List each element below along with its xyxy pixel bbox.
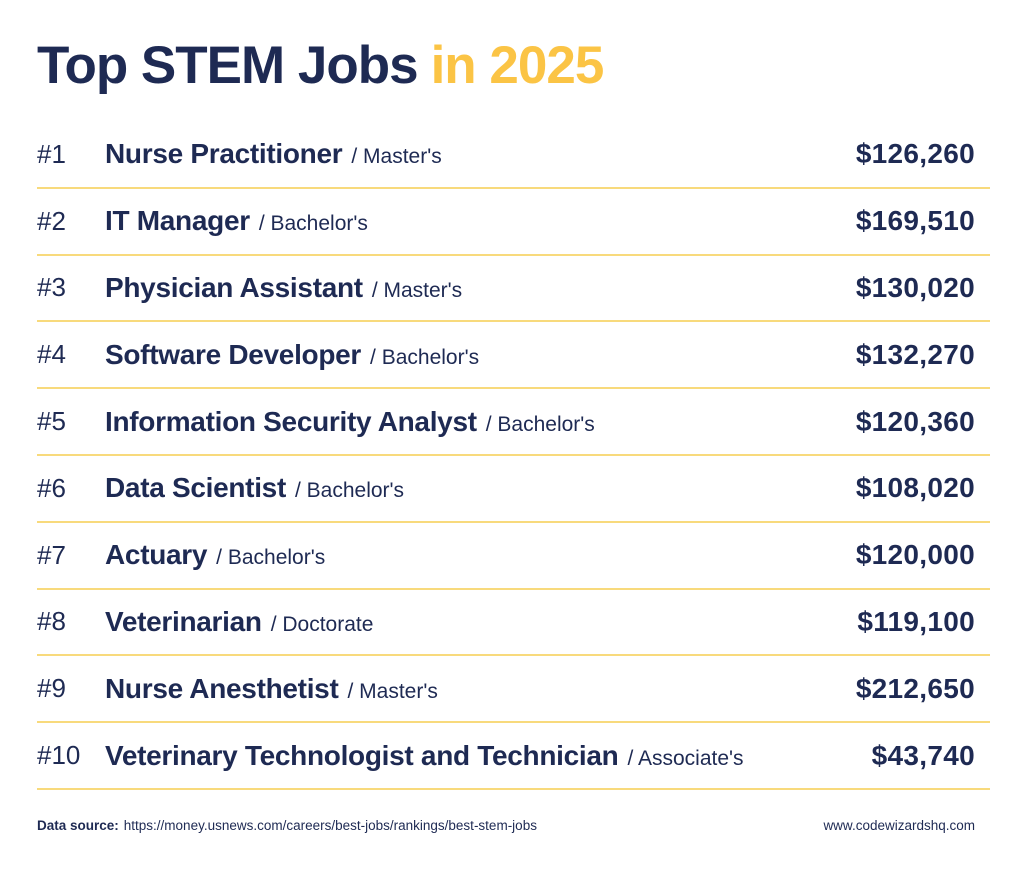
job-title: Information Security Analyst (105, 405, 477, 437)
salary-value: $132,270 (855, 338, 975, 370)
job-cell: IT Manager / Bachelor's (105, 205, 856, 237)
page-title-main: Top STEM Jobs (37, 36, 419, 95)
rank-label: #6 (37, 472, 66, 503)
job-cell: Veterinary Technologist and Technician /… (105, 740, 872, 772)
job-cell: Physician Assistant / Master's (105, 272, 856, 304)
salary-value: $169,510 (855, 205, 975, 237)
salary-value: $108,020 (855, 472, 975, 504)
data-source-label: Data source: (37, 817, 119, 833)
job-title: Data Scientist (105, 472, 286, 504)
salary-value: $212,650 (855, 672, 975, 704)
degree-label: / Doctorate (270, 612, 374, 636)
table-row: #10 Veterinary Technologist and Technici… (37, 723, 990, 790)
job-cell: Nurse Practitioner / Master's (105, 138, 856, 170)
job-title: Veterinarian (105, 605, 262, 637)
table-row: #4 Software Developer / Bachelor's $132,… (37, 322, 990, 390)
table-row: #6 Data Scientist / Bachelor's $108,020 (37, 456, 990, 523)
degree-label: / Master's (347, 679, 438, 703)
job-cell: Veterinarian / Doctorate (105, 606, 857, 638)
degree-label: / Bachelor's (485, 412, 595, 436)
rank-label: #3 (37, 272, 66, 303)
rank-label: #8 (37, 606, 66, 637)
table-row: #1 Nurse Practitioner / Master's $126,26… (37, 122, 990, 189)
rank-label: #2 (37, 205, 66, 236)
table-row: #3 Physician Assistant / Master's $130,0… (37, 256, 990, 323)
rank-label: #1 (37, 138, 66, 169)
table-row: #9 Nurse Anesthetist / Master's $212,650 (37, 656, 990, 724)
job-title: Nurse Practitioner (105, 138, 343, 170)
job-cell: Actuary / Bachelor's (105, 539, 856, 571)
job-cell: Software Developer / Bachelor's (105, 339, 856, 371)
jobs-table: #1 Nurse Practitioner / Master's $126,26… (37, 122, 990, 790)
table-row: #7 Actuary / Bachelor's $120,000 (37, 523, 990, 590)
degree-label: / Master's (351, 145, 442, 169)
degree-label: / Associate's (627, 746, 744, 770)
salary-value: $119,100 (857, 605, 975, 637)
job-cell: Data Scientist / Bachelor's (105, 472, 856, 504)
rank-label: #7 (37, 539, 66, 570)
job-title: Veterinary Technologist and Technician (105, 739, 619, 771)
table-row: #2 IT Manager / Bachelor's $169,510 (37, 189, 990, 256)
degree-label: / Bachelor's (258, 212, 368, 236)
page-title: Top STEM Jobs in 2025 (37, 36, 990, 96)
degree-label: / Bachelor's (370, 345, 480, 369)
rank-label: #10 (37, 740, 81, 771)
page-title-year: in 2025 (430, 36, 605, 95)
table-row: #8 Veterinarian / Doctorate $119,100 (37, 590, 990, 657)
salary-value: $130,020 (855, 271, 975, 303)
job-title: Nurse Anesthetist (105, 672, 339, 704)
job-title: Software Developer (105, 338, 362, 370)
footer: Data source: https://money.usnews.com/car… (37, 818, 990, 833)
table-row: #5 Information Security Analyst / Bachel… (37, 389, 990, 456)
job-cell: Nurse Anesthetist / Master's (105, 673, 856, 705)
rank-label: #4 (37, 339, 66, 370)
salary-value: $126,260 (855, 138, 975, 170)
job-cell: Information Security Analyst / Bachelor'… (105, 406, 856, 438)
salary-value: $120,000 (855, 539, 975, 571)
job-title: Actuary (105, 539, 208, 571)
degree-label: / Master's (371, 278, 463, 302)
degree-label: / Bachelor's (216, 546, 326, 570)
data-source: Data source: https://money.usnews.com/car… (37, 818, 537, 833)
salary-value: $43,740 (871, 739, 975, 771)
degree-label: / Bachelor's (294, 479, 405, 503)
job-title: Physician Assistant (105, 271, 363, 303)
salary-value: $120,360 (855, 405, 975, 437)
rank-label: #9 (37, 673, 66, 704)
data-source-url: https://money.usnews.com/careers/best-jo… (123, 817, 537, 833)
rank-label: #5 (37, 406, 66, 437)
website-url: www.codewizardshq.com (823, 817, 975, 833)
job-title: IT Manager (105, 205, 250, 237)
